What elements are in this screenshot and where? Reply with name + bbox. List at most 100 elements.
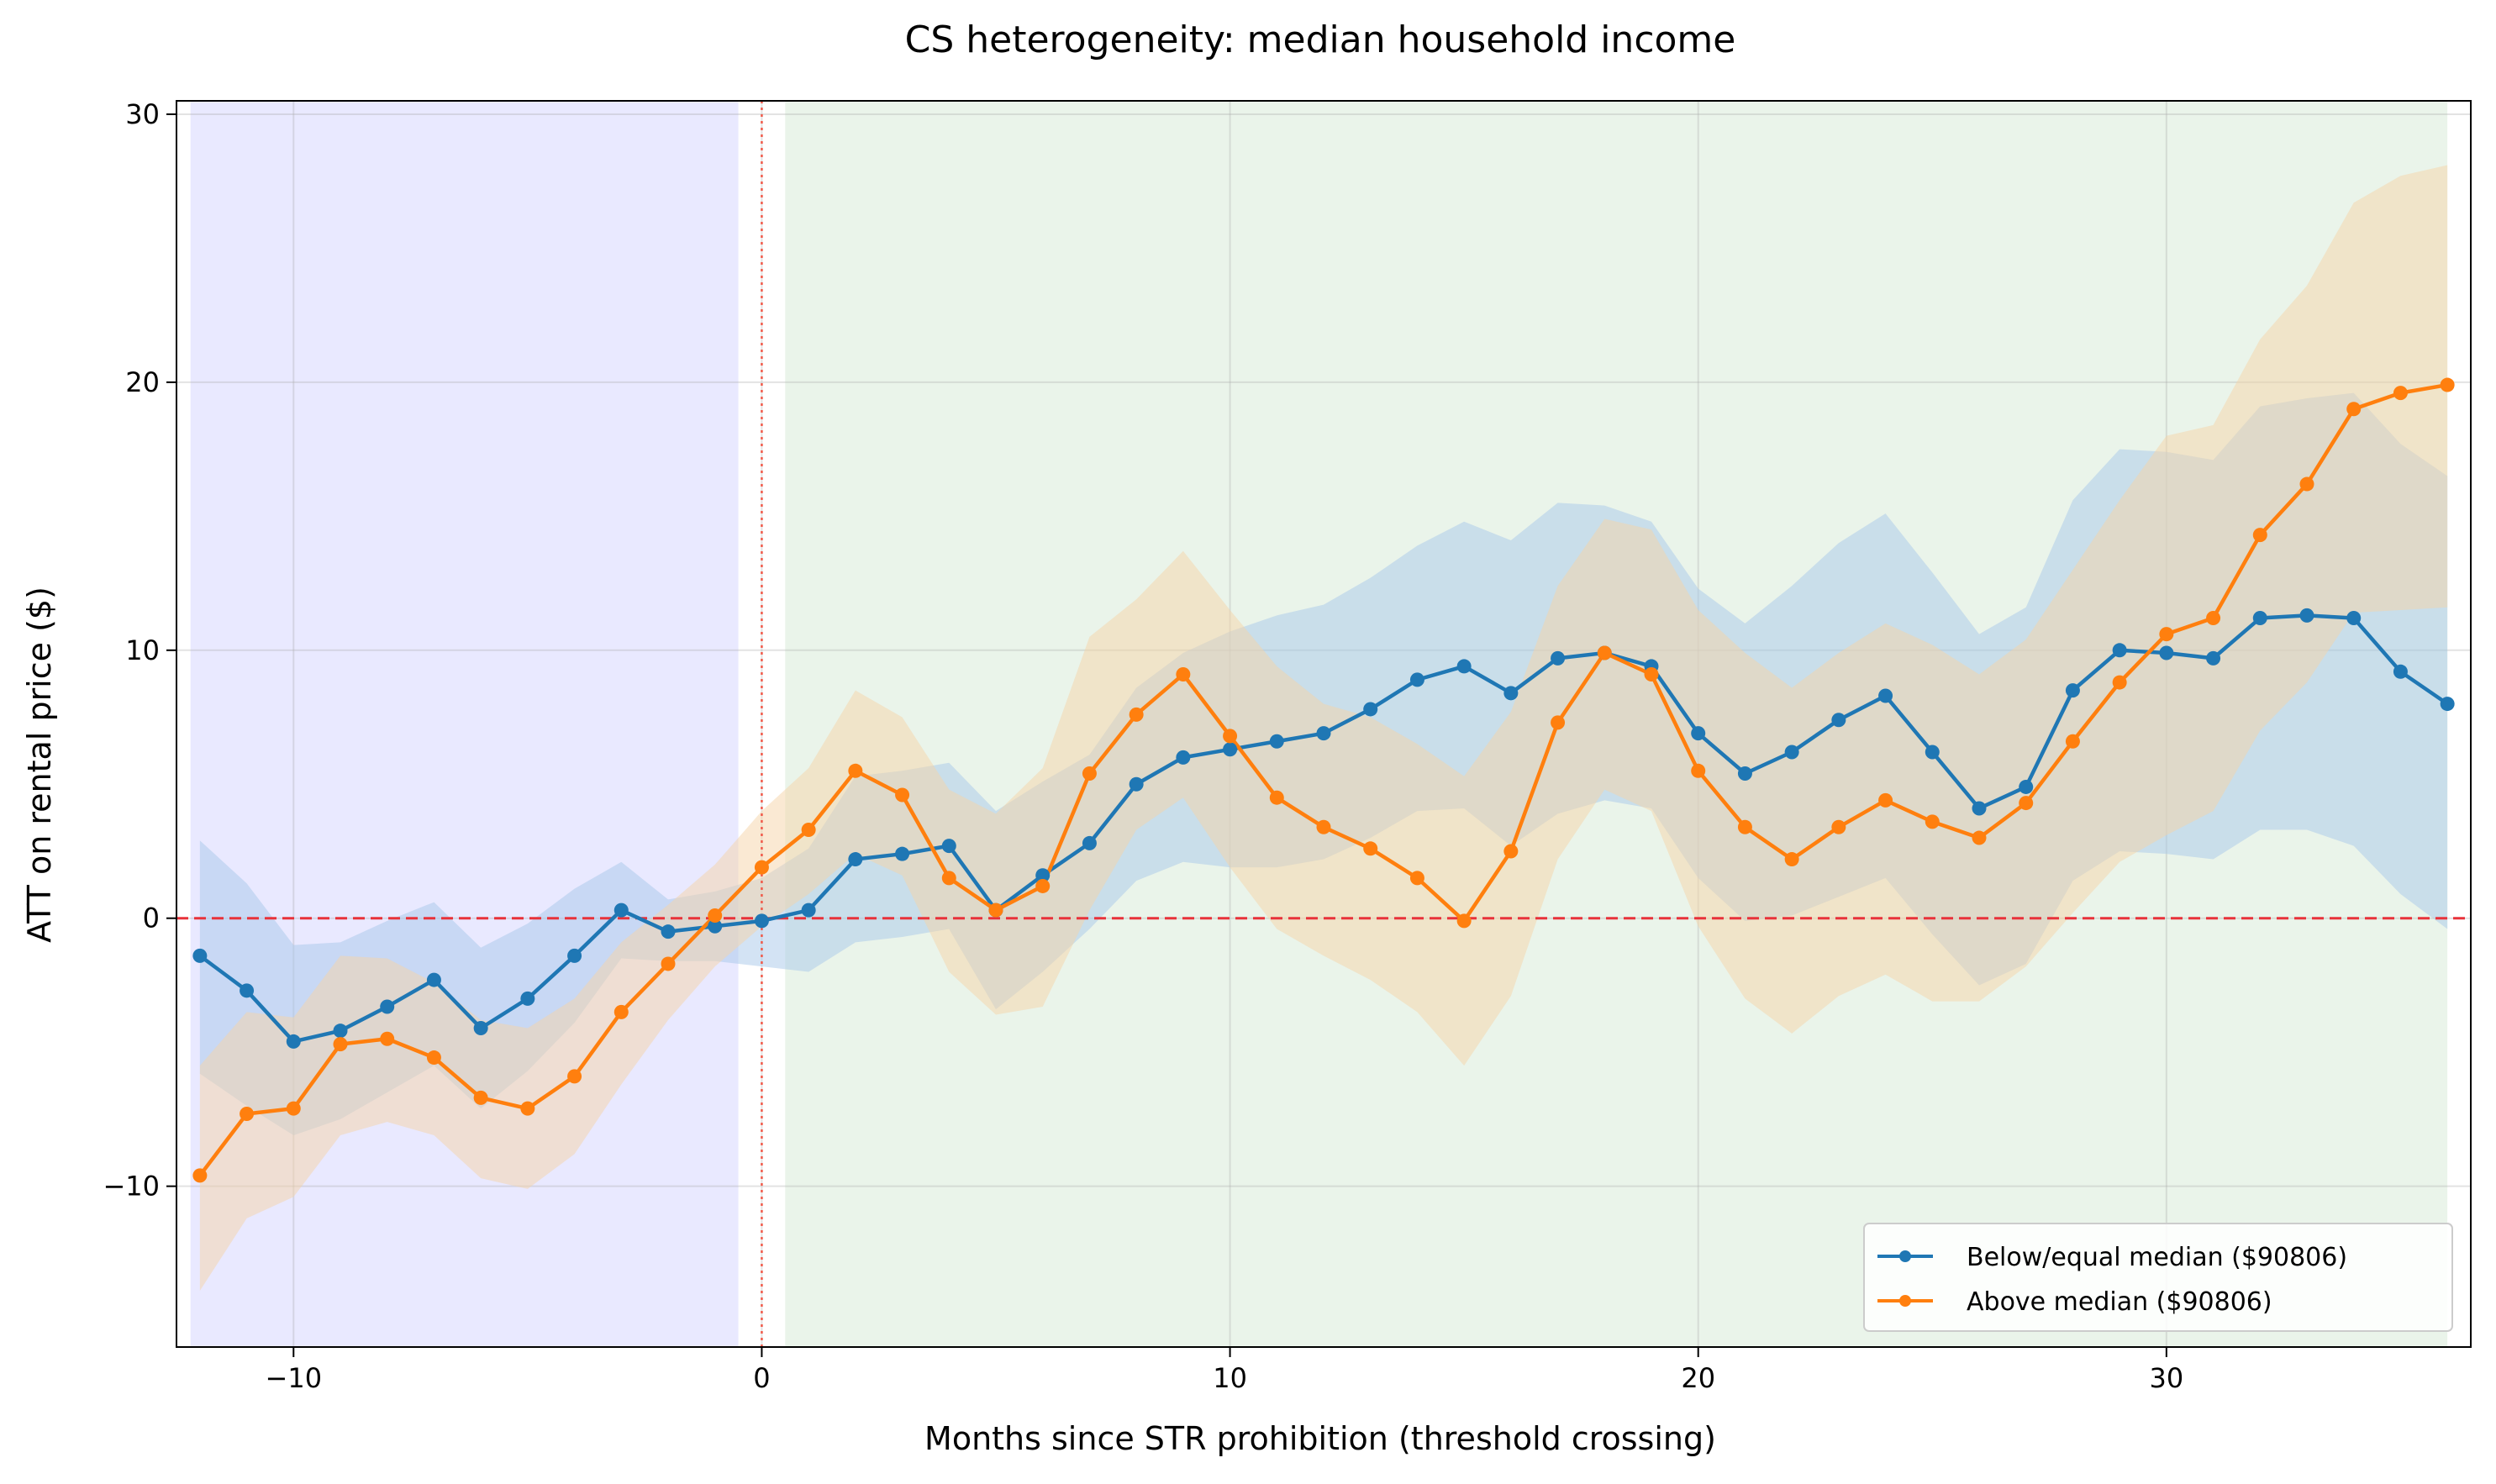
data-point-1 [2206, 611, 2221, 626]
data-point-1 [613, 1004, 629, 1019]
data-point-1 [2159, 627, 2174, 642]
data-point-0 [426, 972, 441, 987]
data-point-0 [2299, 608, 2314, 623]
data-point-0 [2112, 643, 2127, 658]
data-point-1 [1831, 819, 1846, 834]
data-point-0 [708, 918, 723, 934]
data-point-1 [1456, 913, 1472, 929]
y-tick-label: 10 [125, 634, 160, 666]
data-point-0 [1737, 766, 1752, 781]
data-point-0 [2206, 650, 2221, 666]
plot-frame [176, 100, 2472, 1348]
data-point-0 [801, 903, 816, 918]
data-point-0 [380, 999, 395, 1014]
x-tick-label: 10 [1213, 1362, 1247, 1394]
data-point-1 [2299, 476, 2314, 492]
data-point-0 [895, 846, 910, 861]
data-point-1 [286, 1101, 301, 1116]
data-point-0 [1269, 734, 1284, 749]
data-point-1 [2019, 796, 2034, 811]
legend: Below/equal median ($90806) Above median… [1863, 1223, 2453, 1332]
x-tick-label: 30 [2149, 1362, 2183, 1394]
data-point-1 [1316, 819, 1331, 834]
data-point-1 [2393, 386, 2408, 401]
data-point-0 [2019, 779, 2034, 794]
data-point-1 [941, 871, 956, 886]
data-point-1 [380, 1031, 395, 1046]
data-point-1 [2346, 402, 2362, 417]
legend-marker-above-median [1899, 1295, 1911, 1307]
data-point-1 [848, 763, 863, 778]
data-point-0 [1223, 742, 1238, 757]
data-point-0 [1409, 672, 1424, 687]
data-point-1 [473, 1090, 488, 1105]
data-point-0 [2393, 664, 2408, 679]
data-point-1 [1223, 729, 1238, 744]
data-point-1 [1035, 878, 1051, 893]
data-point-1 [567, 1069, 582, 1084]
legend-entry-above-median: Above median ($90806) [1877, 1287, 2272, 1317]
y-tick-label: 20 [125, 366, 160, 398]
x-axis-label: Months since STR prohibition (threshold … [924, 1420, 1716, 1457]
x-tick-label: 0 [753, 1362, 770, 1394]
data-point-0 [2252, 611, 2267, 626]
data-point-1 [2065, 734, 2080, 749]
data-point-1 [192, 1168, 208, 1183]
data-point-1 [426, 1050, 441, 1066]
data-point-0 [567, 948, 582, 963]
data-point-1 [801, 822, 816, 837]
data-point-1 [1551, 715, 1566, 730]
data-point-1 [754, 860, 769, 875]
data-point-0 [661, 924, 676, 939]
data-point-1 [988, 903, 1003, 918]
data-point-1 [1597, 645, 1612, 660]
data-point-0 [473, 1020, 488, 1035]
data-point-0 [754, 913, 769, 929]
data-point-0 [1316, 726, 1331, 741]
data-point-1 [1409, 871, 1424, 886]
data-point-0 [848, 852, 863, 867]
data-point-0 [941, 839, 956, 854]
data-point-0 [613, 903, 629, 918]
y-axis-label: ATT on rental price ($) [21, 587, 58, 943]
data-point-1 [2112, 675, 2127, 690]
data-point-1 [1925, 814, 1940, 829]
data-point-0 [333, 1024, 348, 1039]
legend-label-above-median: Above median ($90806) [1967, 1287, 2272, 1317]
data-point-0 [192, 948, 208, 963]
data-point-1 [661, 956, 676, 971]
data-point-1 [520, 1101, 535, 1116]
y-tick-label: −10 [103, 1171, 160, 1202]
data-point-0 [286, 1034, 301, 1049]
data-point-0 [1456, 659, 1472, 674]
data-point-0 [1878, 688, 1893, 703]
data-point-0 [520, 991, 535, 1006]
data-point-0 [2440, 697, 2455, 712]
chart-title: CS heterogeneity: median household incom… [905, 18, 1736, 61]
data-point-0 [1972, 801, 1987, 816]
data-point-0 [240, 983, 255, 998]
data-point-1 [1972, 830, 1987, 845]
data-point-1 [895, 787, 910, 803]
data-point-1 [333, 1037, 348, 1052]
data-point-0 [1176, 750, 1191, 765]
data-point-1 [1269, 790, 1284, 805]
legend-entry-below-median: Below/equal median ($90806) [1877, 1243, 2347, 1272]
y-tick-label: 0 [143, 903, 160, 934]
data-point-1 [1737, 819, 1752, 834]
data-point-0 [1503, 686, 1519, 701]
y-tick-label: 30 [125, 98, 160, 130]
reference-lines [176, 101, 2471, 1347]
data-point-1 [1082, 766, 1097, 781]
data-point-0 [1035, 868, 1051, 883]
legend-box [1863, 1223, 2453, 1332]
data-point-1 [1129, 707, 1144, 722]
data-point-0 [1129, 776, 1144, 792]
data-point-0 [1691, 726, 1706, 741]
data-point-0 [2159, 645, 2174, 660]
series-points [192, 377, 2455, 1183]
data-point-1 [1176, 666, 1191, 681]
data-point-1 [1878, 792, 1893, 808]
data-point-1 [1363, 841, 1378, 856]
